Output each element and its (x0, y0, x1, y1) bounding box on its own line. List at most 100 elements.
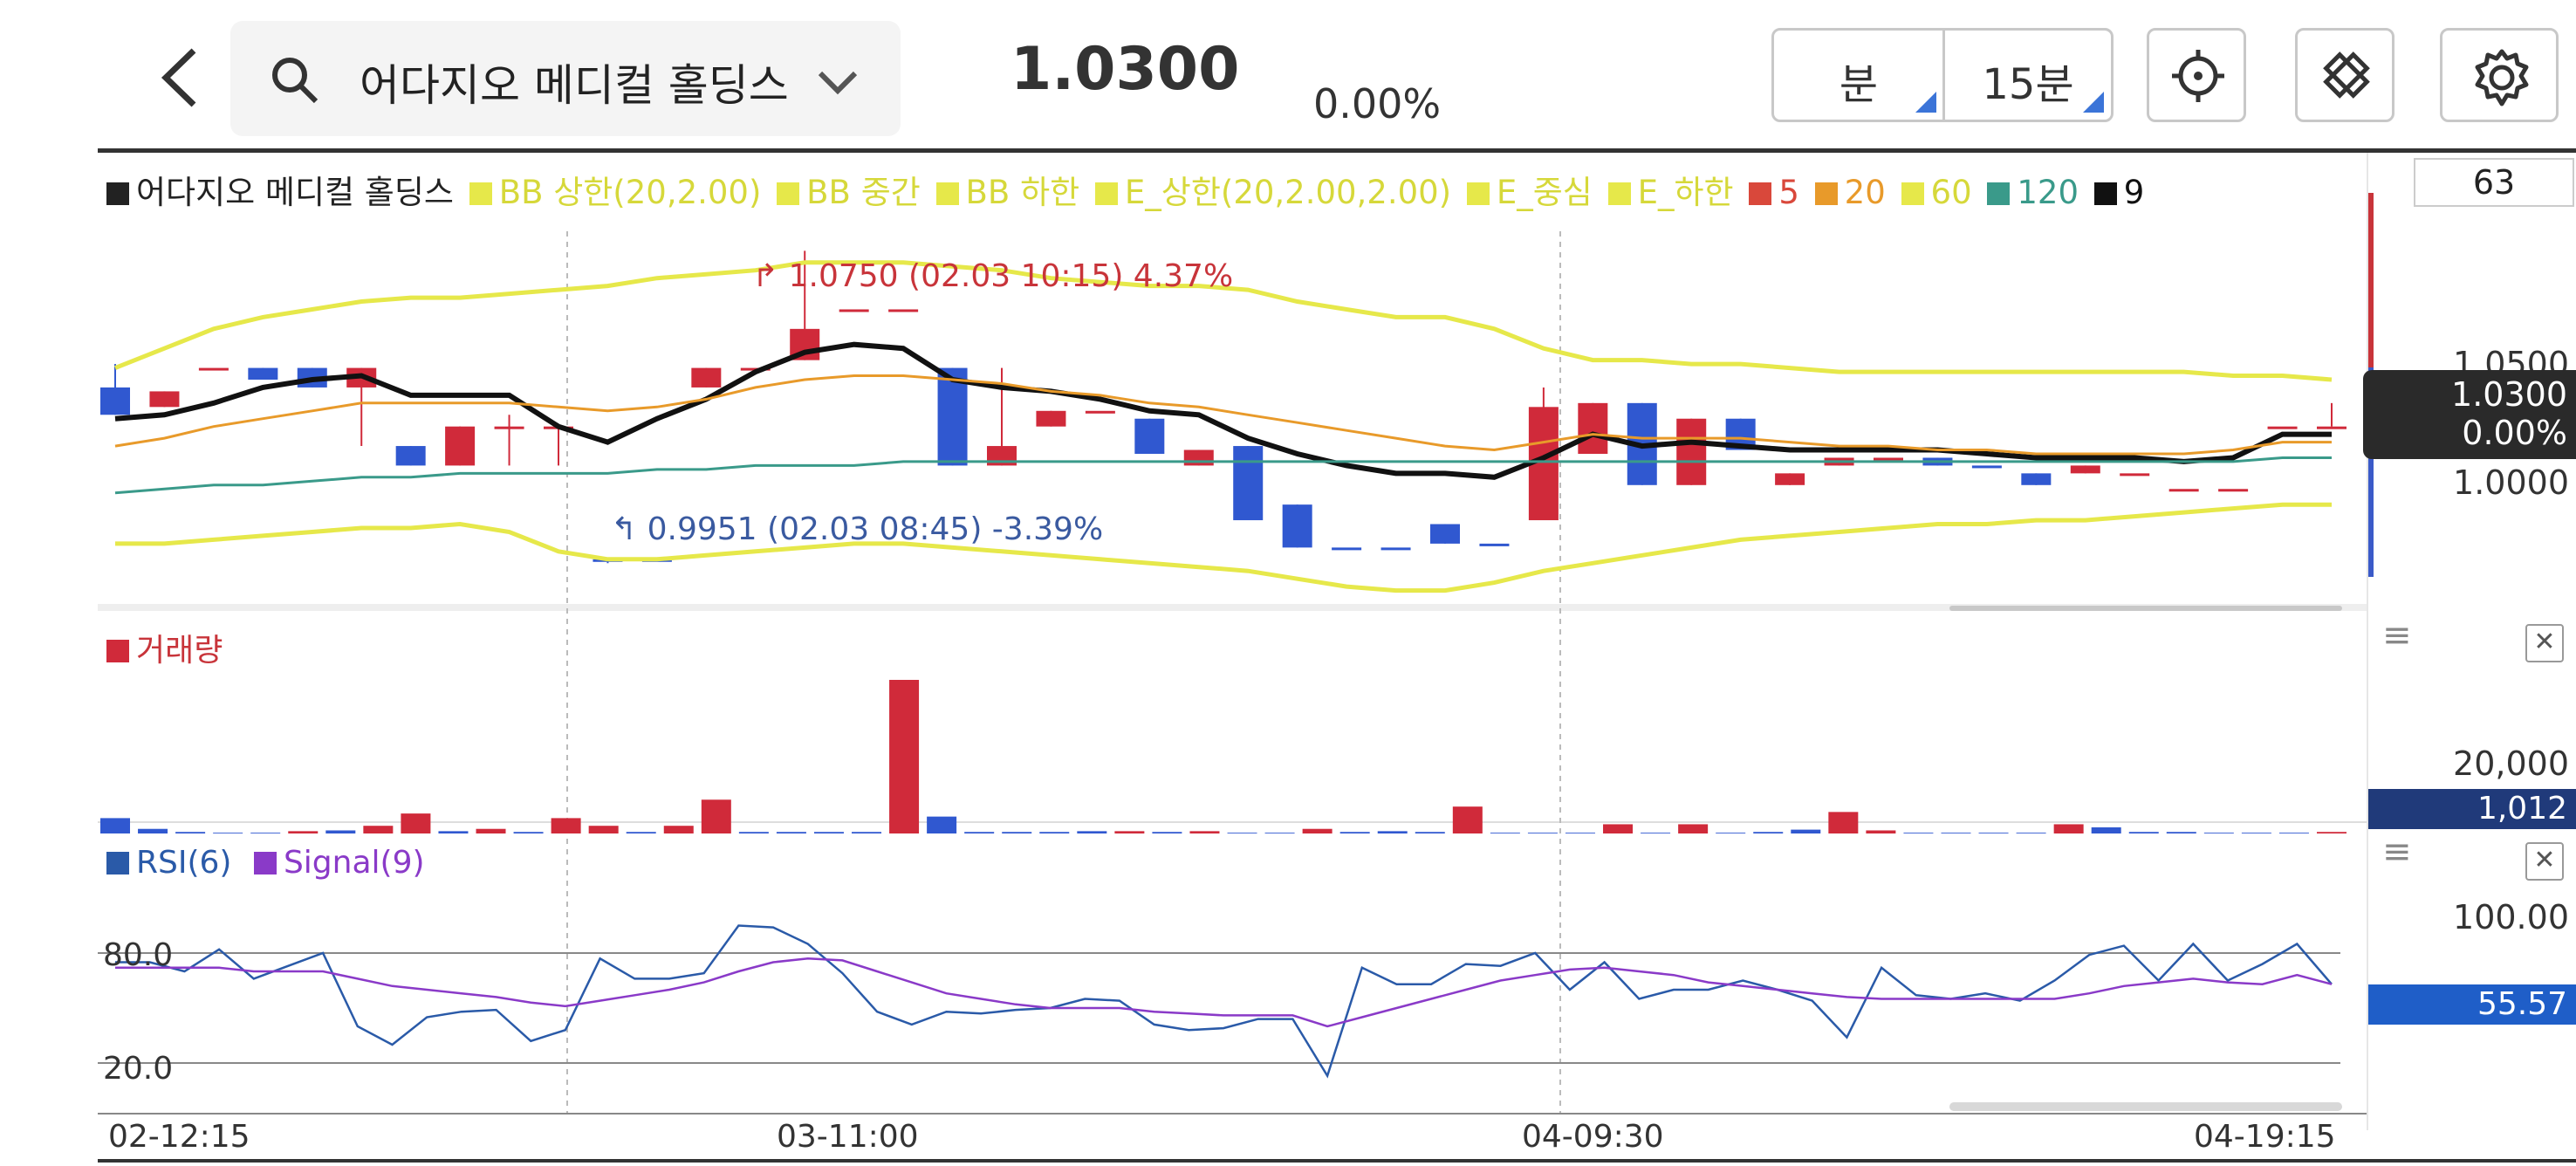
volume-bar (175, 832, 206, 833)
volume-bar (1189, 831, 1220, 833)
candle-body (198, 367, 229, 371)
settings-button[interactable] (2440, 28, 2559, 122)
candle-body (2218, 489, 2249, 492)
candle-body (1971, 465, 2002, 469)
volume-bar (813, 832, 844, 833)
candle-body (1479, 543, 1510, 546)
volume-bar (738, 832, 769, 833)
candle-body (494, 426, 524, 429)
volume-bar (1828, 812, 1859, 833)
volume-bar (1002, 832, 1032, 833)
candle-body (1775, 473, 1805, 485)
volume-bar (2317, 832, 2346, 833)
candle-body (888, 309, 919, 312)
price-tick: 1.0000 (2453, 463, 2569, 502)
top-bar: 어다지오 메디컬 홀딩스 1.0300 0.00% 분 15분 (0, 0, 2576, 148)
back-button[interactable] (148, 38, 218, 117)
x-tick: 02-12:15 (108, 1119, 250, 1155)
rsi-legend: RSI(6) Signal(9) (106, 845, 425, 881)
volume-bar (1039, 832, 1070, 833)
menu-icon[interactable]: ≡ (2382, 832, 2412, 872)
indicator-line (115, 502, 2332, 593)
volume-bar (1753, 832, 1784, 833)
search-icon (272, 58, 319, 104)
volume-bar (1339, 832, 1370, 833)
legend-item: 20 (1814, 174, 1886, 211)
candle-body (2120, 473, 2150, 477)
candle-body (839, 309, 869, 312)
candle-body (1282, 504, 1312, 548)
candle-body (2021, 473, 2052, 485)
current-volume-tag: 1,012 (2368, 789, 2576, 829)
candle-body (2168, 489, 2199, 492)
current-rsi-tag: 55.57 (2368, 984, 2576, 1025)
menu-icon[interactable]: ≡ (2382, 615, 2412, 655)
volume-bar (889, 680, 920, 833)
volume-bar (401, 813, 431, 833)
candle-body (248, 367, 278, 380)
volume-bar (476, 828, 506, 833)
unit-tab[interactable]: 분 (1771, 28, 1946, 122)
dropdown-corner-icon (2083, 92, 2104, 113)
volume-bar (1152, 832, 1182, 833)
volume-bar (927, 816, 957, 833)
high-annotation: ↱ 1.0750 (02.03 10:15) 4.37% (752, 258, 1234, 294)
x-tick: 04-19:15 (2194, 1119, 2336, 1155)
volume-bar (100, 818, 130, 833)
legend-item: BB 중간 (777, 174, 921, 211)
volume-bar (626, 832, 656, 833)
candle-body (149, 391, 180, 408)
close-icon[interactable]: ✕ (2525, 624, 2564, 662)
candle-body (937, 367, 968, 466)
range-bar-up (2368, 193, 2374, 367)
volume-bar (138, 828, 168, 833)
volume-bar (1866, 830, 1896, 833)
crosshair-button[interactable] (2147, 28, 2246, 122)
volume-bar (513, 832, 544, 833)
volume-bar (1791, 829, 1821, 833)
legend-item: 5 (1749, 174, 1799, 211)
volume-bar (363, 826, 394, 833)
rsi-line-high-label: 80.0 (103, 937, 174, 973)
volume-bar (438, 831, 469, 833)
horizontal-scrollbar (1949, 606, 2342, 611)
stock-search-box[interactable]: 어다지오 메디컬 홀딩스 (230, 21, 901, 136)
volume-bar (1114, 831, 1145, 833)
drawing-tools-button[interactable] (2295, 28, 2394, 122)
interval-tab[interactable]: 15분 (1942, 28, 2114, 122)
unit-tab-label: 분 (1839, 60, 1879, 109)
panel-separator (98, 604, 2367, 611)
candle-body (1676, 418, 1707, 485)
stock-name: 어다지오 메디컬 홀딩스 (360, 60, 789, 111)
candle-body (1430, 524, 1460, 544)
x-axis-line (98, 1113, 2367, 1115)
volume-bar (1452, 806, 1483, 833)
candle-body (1233, 446, 1264, 521)
rsi-axis-label: 100.00 (2453, 898, 2569, 936)
legend-item: E_중심 (1466, 174, 1593, 211)
legend-item: BB 상한(20,2.00) (469, 174, 761, 211)
price-change: 0.00% (1313, 80, 1442, 127)
candle-body (2070, 465, 2100, 474)
candle-body (2267, 426, 2298, 429)
volume-bar (2091, 826, 2121, 833)
dropdown-corner-icon (1915, 92, 1936, 113)
close-icon[interactable]: ✕ (2525, 842, 2564, 881)
candle-body (100, 387, 130, 415)
rsi-line-low-label: 20.0 (103, 1051, 174, 1087)
x-tick: 03-11:00 (777, 1119, 919, 1155)
volume-bar (964, 832, 995, 833)
candle-body (1380, 547, 1411, 551)
volume-bar (1077, 831, 1107, 833)
candle-body (2317, 426, 2346, 429)
chevron-left-icon (161, 48, 196, 107)
volume-bar (325, 830, 356, 833)
volume-title: 거래량 (106, 625, 223, 670)
volume-bar (1678, 824, 1709, 833)
legend-item: 120 (1987, 174, 2079, 211)
crosshair-icon (2172, 50, 2224, 102)
current-price-tag: 1.0300 0.00% (2363, 370, 2576, 459)
candle-body (395, 446, 426, 466)
volume-bar (1415, 832, 1445, 833)
price-chart[interactable] (98, 153, 2367, 1121)
